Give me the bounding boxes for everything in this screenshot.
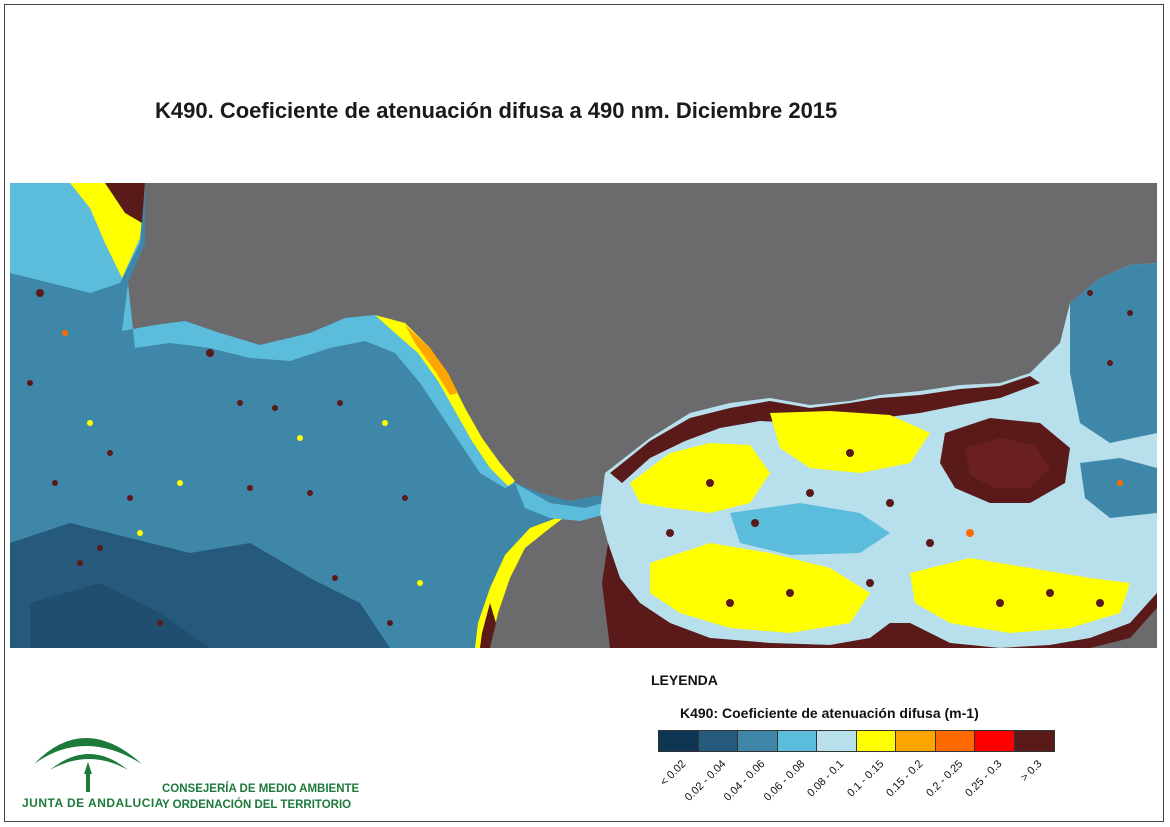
page-frame <box>4 4 1164 822</box>
legend-swatch <box>777 731 817 751</box>
coastal-turbid-west <box>375 315 515 486</box>
west-sea <box>10 183 610 648</box>
nw-bay-dark <box>105 183 145 223</box>
coastal-dark-south <box>480 603 496 648</box>
east-blue-1 <box>1070 263 1157 443</box>
map-view[interactable] <box>10 183 1157 648</box>
legend-swatch <box>935 731 975 751</box>
deep-water-2 <box>30 583 210 648</box>
east-turbid-1 <box>630 443 770 513</box>
legend-swatch <box>659 731 699 751</box>
department-line-1: CONSEJERÍA DE MEDIO AMBIENTE <box>162 783 360 795</box>
coastal-band-west <box>122 283 515 488</box>
legend-subtitle: K490: Coeficiente de atenuación difusa (… <box>680 705 979 721</box>
legend-swatch <box>817 731 857 751</box>
junta-andalucia-logo <box>34 738 142 792</box>
east-dark-cluster-inner <box>965 438 1050 488</box>
east-rim-south <box>602 543 1157 648</box>
legend-swatch <box>975 731 1015 751</box>
east-rim-dark <box>610 376 1040 483</box>
east-blue-2 <box>1080 458 1157 518</box>
legend-swatch <box>1014 731 1054 751</box>
map-raster <box>10 183 1157 648</box>
logo-wordmark: JUNTA DE ANDALUCIA <box>22 796 164 810</box>
legend-swatch <box>698 731 738 751</box>
map-title: K490. Coeficiente de atenuación difusa a… <box>155 98 838 123</box>
east-turbid-4 <box>770 411 930 473</box>
legend-swatch <box>896 731 936 751</box>
department-line-2: Y ORDENACIÓN DEL TERRITORIO <box>162 799 352 811</box>
legend-swatch <box>856 731 896 751</box>
legend-swatch <box>738 731 778 751</box>
turbid-spots <box>27 289 1133 626</box>
east-lightblue-1 <box>730 503 890 555</box>
coastal-orange-west <box>405 325 458 395</box>
legend-color-bar <box>658 730 1055 752</box>
legend-heading: LEYENDA <box>651 672 718 688</box>
east-turbid-2 <box>650 543 870 633</box>
east-turbid-3 <box>910 558 1130 633</box>
